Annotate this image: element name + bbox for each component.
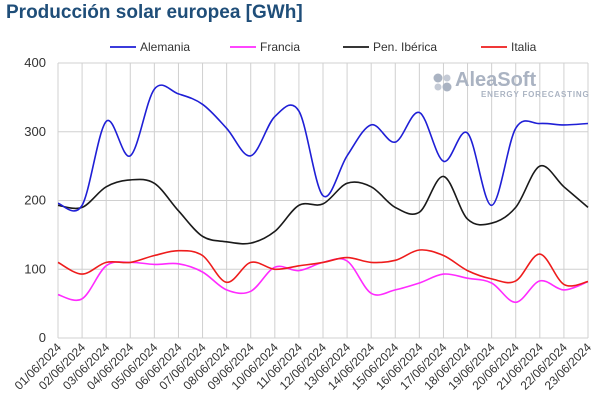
series-lines (57, 84, 589, 304)
legend-label-francia: Francia (260, 40, 300, 54)
series-line-pen-ib-rica (57, 164, 589, 245)
legend-label-pen-ib-rica: Pen. Ibérica (373, 40, 437, 54)
chart-title: Producción solar europea [GWh] (6, 2, 303, 23)
x-axis-ticks: 01/06/202402/06/202403/06/202404/06/2024… (12, 340, 595, 393)
y-tick-label: 200 (24, 193, 46, 208)
y-axis-ticks: 0 100 200 300 400 (24, 55, 46, 345)
grid-lines (57, 62, 589, 339)
legend-label-alemania: Alemania (140, 40, 190, 54)
series-line-italia (57, 249, 589, 287)
legend: Alemania Francia Pen. Ibérica Italia (110, 40, 537, 54)
y-tick-label: 300 (24, 124, 46, 139)
legend-label-italia: Italia (511, 40, 537, 54)
y-tick-label: 400 (24, 55, 46, 70)
y-tick-label: 100 (24, 261, 46, 276)
logo-mark-icon (433, 73, 452, 92)
logo-name: AleaSoft (455, 69, 536, 91)
series-line-alemania (57, 84, 589, 212)
y-tick-label: 0 (39, 330, 46, 345)
aleasoft-logo: AleaSoft ENERGY FORECASTING (433, 69, 590, 99)
logo-tagline: ENERGY FORECASTING (481, 90, 590, 99)
